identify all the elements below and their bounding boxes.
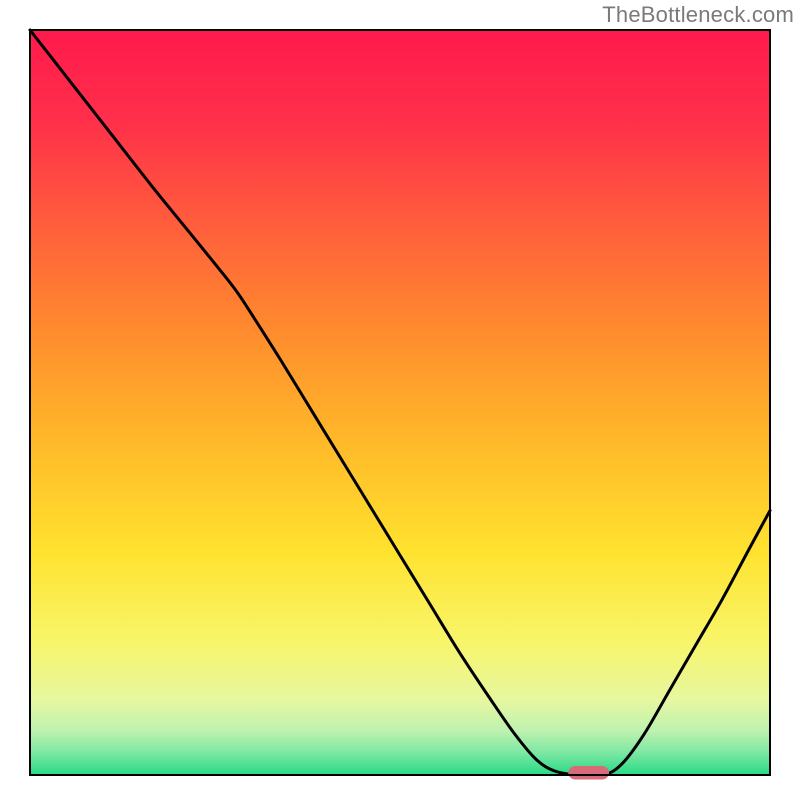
sweet-spot-marker [568, 766, 609, 779]
chart-container: TheBottleneck.com [0, 0, 800, 800]
plot-background [30, 30, 770, 775]
watermark-text: TheBottleneck.com [602, 2, 794, 28]
chart-svg [0, 0, 800, 800]
